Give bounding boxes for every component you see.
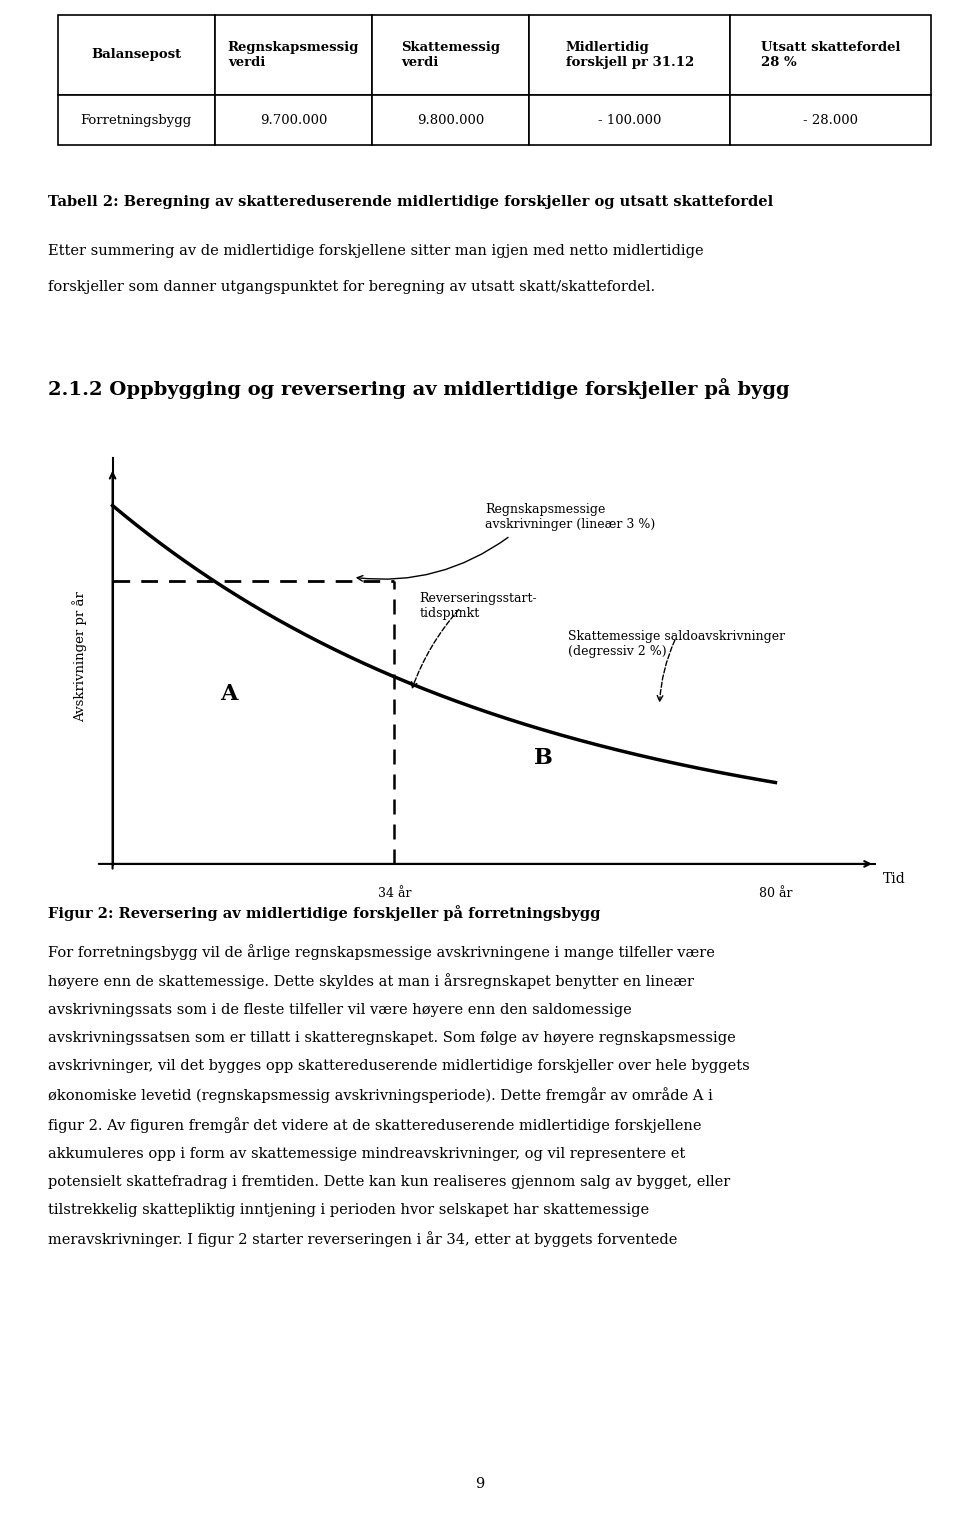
Text: 34 år: 34 år <box>377 886 411 900</box>
Text: 9.700.000: 9.700.000 <box>260 114 327 126</box>
Text: Skattemessig
verdi: Skattemessig verdi <box>401 41 500 68</box>
Text: For forretningsbygg vil de årlige regnskapsmessige avskrivningene i mange tilfel: For forretningsbygg vil de årlige regnsk… <box>48 944 750 1247</box>
Text: Tid: Tid <box>883 872 906 886</box>
Text: A: A <box>220 683 237 705</box>
Bar <box>58 94 215 145</box>
Bar <box>731 94 931 145</box>
Bar <box>372 15 529 94</box>
Text: - 100.000: - 100.000 <box>598 114 661 126</box>
Text: Regnskapsmessige
avskrivninger (lineær 3 %): Regnskapsmessige avskrivninger (lineær 3… <box>486 502 656 531</box>
Text: 9: 9 <box>475 1476 485 1492</box>
Text: Forretningsbygg: Forretningsbygg <box>81 114 192 126</box>
Bar <box>215 94 372 145</box>
Bar <box>529 94 731 145</box>
Text: Balansepost: Balansepost <box>91 49 181 61</box>
Bar <box>731 15 931 94</box>
Text: Reverseringsstart-
tidspunkt: Reverseringsstart- tidspunkt <box>420 592 537 621</box>
Bar <box>58 15 215 94</box>
Text: Tabell 2: Beregning av skattereduserende midlertidige forskjeller og utsatt skat: Tabell 2: Beregning av skattereduserende… <box>48 195 773 209</box>
Text: - 28.000: - 28.000 <box>804 114 858 126</box>
Text: Midlertidig
forskjell pr 31.12: Midlertidig forskjell pr 31.12 <box>565 41 694 68</box>
Text: Avskrivninger pr år: Avskrivninger pr år <box>72 591 86 721</box>
Text: Skattemessige saldoavskrivninger
(degressiv 2 %): Skattemessige saldoavskrivninger (degres… <box>568 630 785 658</box>
Text: Regnskapsmessig
verdi: Regnskapsmessig verdi <box>228 41 359 68</box>
Text: 2.1.2 Oppbygging og reversering av midlertidige forskjeller på bygg: 2.1.2 Oppbygging og reversering av midle… <box>48 377 790 399</box>
Text: B: B <box>534 747 553 769</box>
Bar <box>529 15 731 94</box>
Bar <box>372 94 529 145</box>
Text: Figur 2: Reversering av midlertidige forskjeller på forretningsbygg: Figur 2: Reversering av midlertidige for… <box>48 906 600 921</box>
Bar <box>215 15 372 94</box>
Text: 80 år: 80 år <box>758 886 792 900</box>
Text: 9.800.000: 9.800.000 <box>417 114 485 126</box>
Text: Etter summering av de midlertidige forskjellene sitter man igjen med netto midle: Etter summering av de midlertidige forsk… <box>48 244 704 294</box>
Text: Utsatt skattefordel
28 %: Utsatt skattefordel 28 % <box>761 41 900 68</box>
